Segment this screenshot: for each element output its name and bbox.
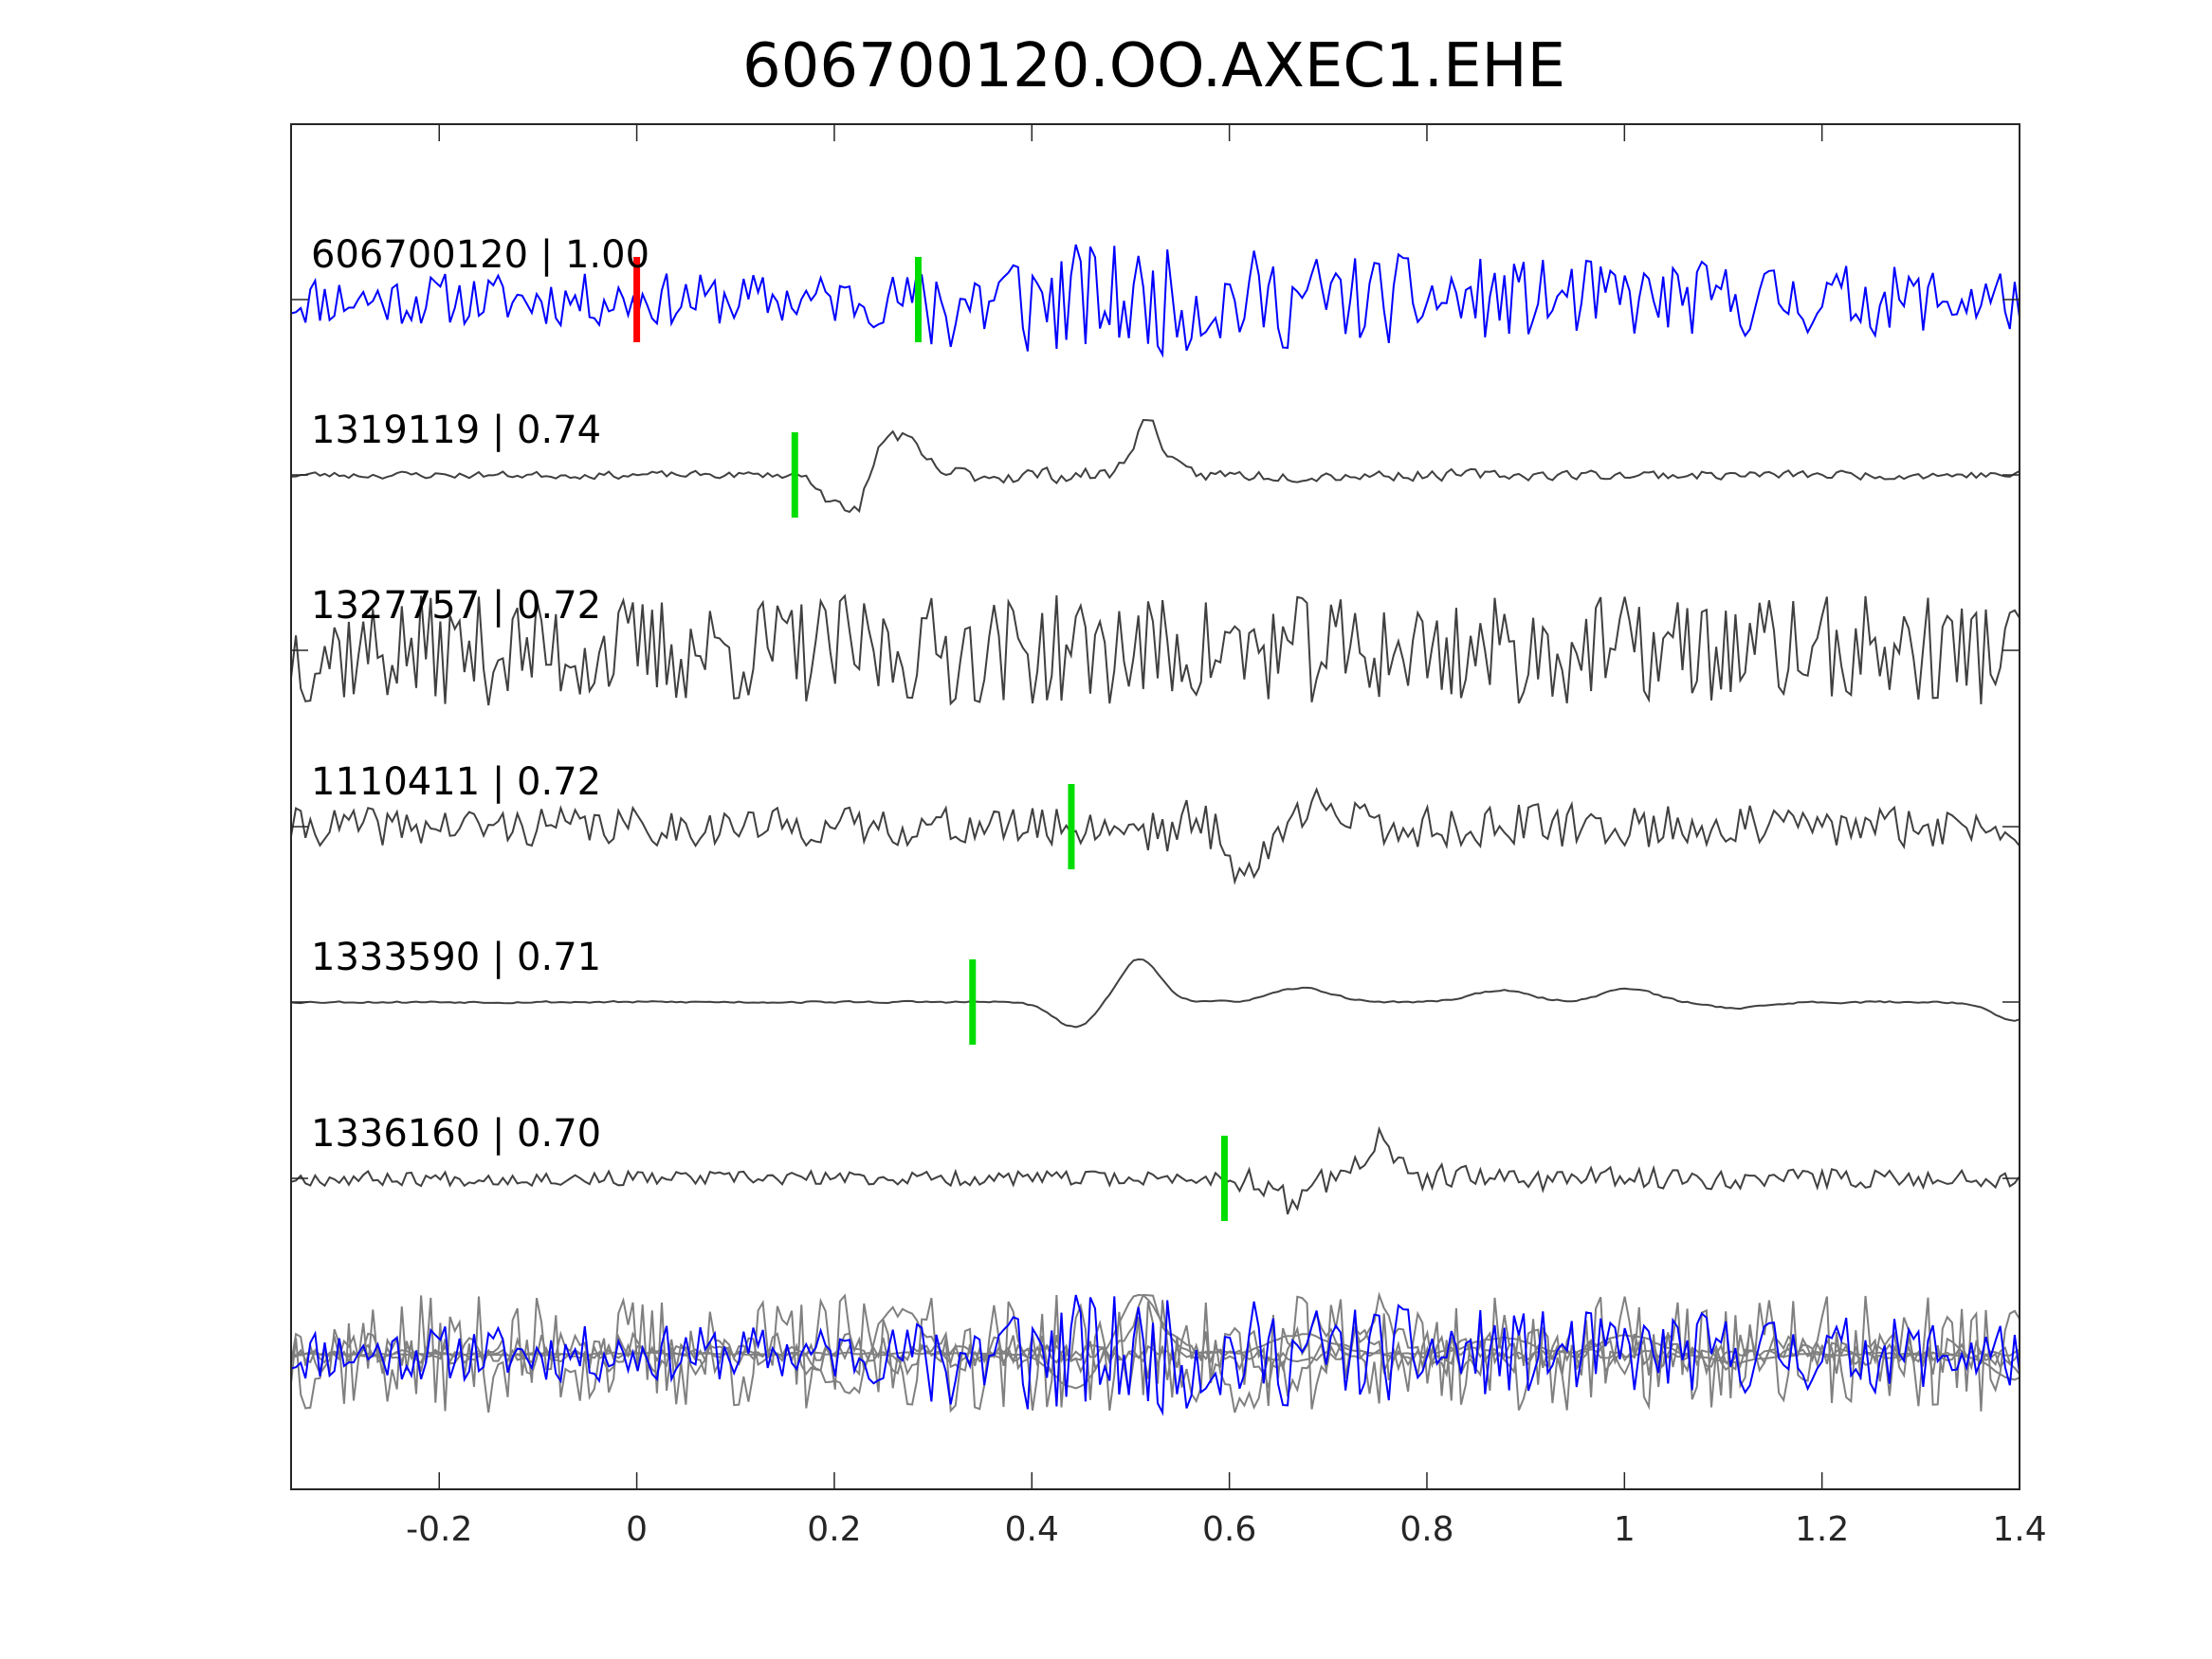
trace-label-1336160: 1336160 | 0.70	[311, 1112, 601, 1156]
overlay-line-606700120	[290, 1294, 2020, 1416]
trace-label-1327757: 1327757 | 0.72	[311, 584, 601, 628]
x-tick-label: 1.4	[1992, 1510, 2046, 1549]
plot-area: 606700120 | 1.00 1319119 | 0.74 1327757 | …	[290, 233, 2020, 1416]
overlay-line-1319119	[290, 1293, 2020, 1395]
waveform-line-1319119	[290, 418, 2020, 514]
waveform-line-1333590	[290, 957, 2020, 1029]
x-tick-label: 0.8	[1399, 1510, 1453, 1549]
x-tick-label: 0.2	[807, 1510, 861, 1549]
trace-row-1110411: 1110411 | 0.72	[290, 760, 2020, 885]
x-tick-label: 0.6	[1202, 1510, 1256, 1549]
x-tick-label: 1.2	[1795, 1510, 1849, 1549]
axes-frame	[290, 123, 2020, 1490]
trace-row-1333590: 1333590 | 0.71	[290, 936, 2020, 1045]
chart-title: 606700120.OO.AXEC1.EHE	[742, 31, 1565, 101]
waveform-line-1336160	[290, 1125, 2020, 1215]
trace-row-1327757: 1327757 | 0.72	[290, 584, 2020, 706]
trace-row-1336160: 1336160 | 0.70	[290, 1112, 2020, 1221]
trace-label-1333590: 1333590 | 0.71	[311, 936, 601, 979]
trace-row-1319119: 1319119 | 0.74	[290, 409, 2020, 518]
trace-label-1319119: 1319119 | 0.74	[311, 409, 601, 452]
axes: -0.2 0 0.2 0.4 0.6 0.8 1 1.2 1.4	[290, 123, 2047, 1549]
waveform-line-1327757	[290, 593, 2020, 706]
trace-label-606700120: 606700120 | 1.00	[311, 233, 649, 277]
overlay-stack	[290, 1291, 2020, 1416]
waveform-line-1110411	[290, 787, 2020, 885]
trace-label-1110411: 1110411 | 0.72	[311, 760, 601, 804]
waveform-line-606700120	[290, 244, 2020, 358]
x-tick-label: 1	[1614, 1510, 1636, 1549]
trace-row-606700120: 606700120 | 1.00	[290, 233, 2020, 358]
x-tick-label: 0	[626, 1510, 648, 1549]
x-tick-label: 0.4	[1005, 1510, 1059, 1549]
x-tick-label: -0.2	[406, 1510, 472, 1549]
